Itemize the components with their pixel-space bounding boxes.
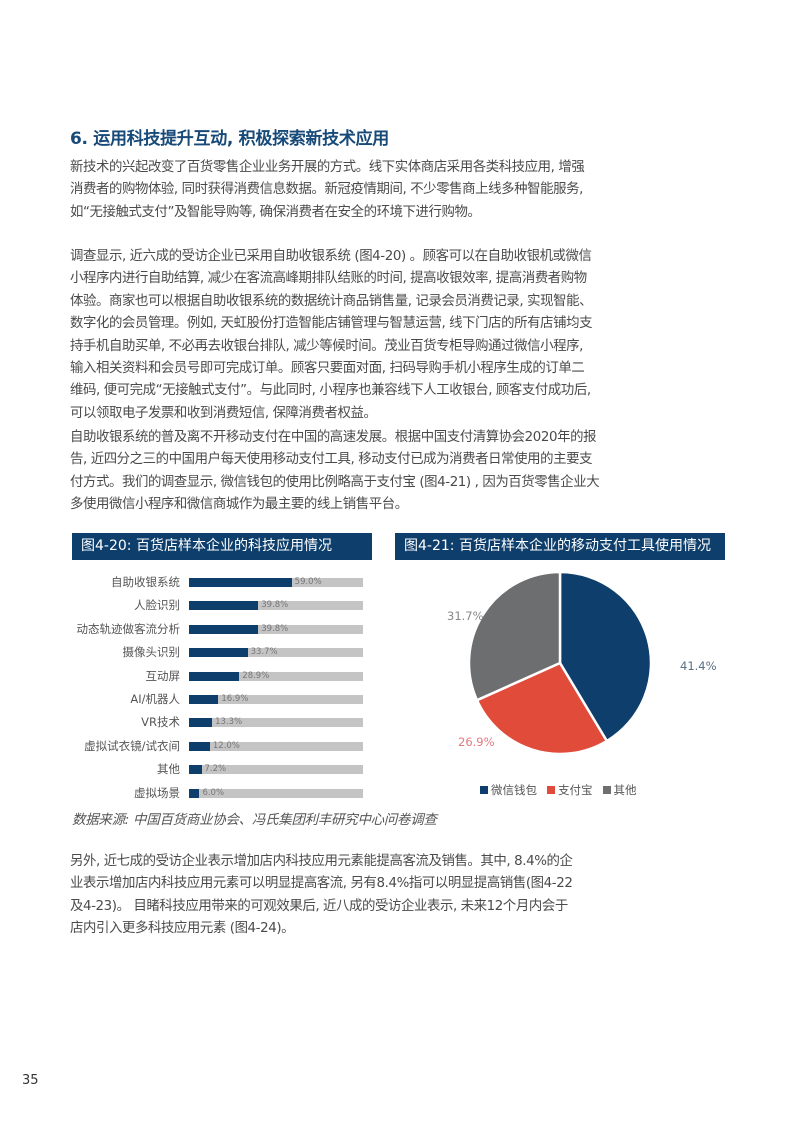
bar-category-label: 虚拟试衣镜/试衣间 — [84, 738, 180, 753]
legend-swatch — [602, 786, 611, 794]
text-line: 输入相关资料和会员号即可完成订单。顾客只要面对面, 扫码导购手机小程序生成的订单… — [70, 361, 585, 377]
bar-value-label: 7.2% — [204, 764, 227, 775]
bar — [189, 624, 259, 634]
text-line: 小程序内进行自助结算, 减少在客流高峰期排队结账的时间, 提高收银效率, 提高消… — [70, 271, 587, 287]
text-line: 如“无接触式支付”及智能导购等, 确保消费者在安全的环境下进行购物。 — [70, 204, 481, 220]
section-heading: 6. 运用科技提升互动, 积极探索新技术应用 — [70, 129, 389, 149]
bar-row: 互动屏 28.9% — [60, 668, 370, 684]
bar-value-label: 12.0% — [212, 740, 240, 751]
paragraph-4: 另外, 近七成的受访企业表示增加店内科技应用元素能提高客流及销售。其中, 8.4… — [70, 851, 730, 941]
bar-category-label: 自助收银系统 — [111, 575, 180, 589]
bar-row: 动态轨迹做客流分析 39.8% — [60, 621, 370, 637]
bar-value-label: 13.3% — [215, 717, 243, 728]
paragraph-3: 自助收银系统的普及离不开移动支付在中国的高速发展。根据中国支付清算协会2020年… — [70, 427, 730, 517]
legend-label: 微信钱包 — [491, 783, 537, 797]
bar-value-label: 39.8% — [261, 623, 289, 634]
text-line: 业表示增加店内科技应用元素可以明显提高客流, 另有8.4%指可以明显提高销售(图… — [70, 876, 573, 892]
bar-category-label: 互动屏 — [145, 668, 181, 683]
bar — [189, 788, 200, 798]
text-line: 调查显示, 近六成的受访企业已采用自助收银系统 (图4-20) 。顾客可以在自助… — [70, 249, 592, 264]
bar-value-label: 28.9% — [242, 670, 270, 681]
bar-category-label: AI/机器人 — [130, 692, 180, 706]
text-line: 自助收银系统的普及离不开移动支付在中国的高速发展。根据中国支付清算协会2020年… — [70, 430, 597, 445]
legend-item: 支付宝 — [547, 782, 593, 798]
bar-row: 摄像头识别 33.7% — [60, 645, 370, 660]
bar — [189, 671, 240, 681]
pie-value-label: 31.7% — [447, 609, 484, 623]
bar — [189, 765, 202, 775]
text-line: 告, 近四分之三的中国用户每天使用移动支付工具, 移动支付已成为消费者日常使用的… — [70, 452, 593, 468]
bar-category-label: 其他 — [157, 762, 180, 777]
legend-label: 支付宝 — [558, 783, 593, 797]
chart-4-21-title: 图4-21: 百货店样本企业的移动支付工具使用情况 — [395, 533, 725, 560]
text-line: 持手机自助买单, 不必再去收银台排队, 减少等候时间。茂业百货专柜导购通过微信小… — [70, 338, 583, 354]
legend-swatch — [547, 786, 555, 794]
bar — [189, 718, 213, 728]
legend-item: 微信钱包 — [480, 782, 537, 798]
bar-row: AI/机器人 16.9% — [60, 692, 370, 707]
bar — [189, 578, 292, 587]
data-source: 数据来源: 中国百货商业协会、冯氏集团利丰研究中心问卷调查 — [72, 812, 437, 828]
bar-row: 人脸识别 39.8% — [60, 598, 370, 613]
chart-4-20-title: 图4-20: 百货店样本企业的科技应用情况 — [72, 533, 372, 560]
payment-pie-chart — [467, 570, 653, 756]
bar-value-label: 33.7% — [250, 647, 278, 658]
paragraph-2: 调查显示, 近六成的受访企业已采用自助收银系统 (图4-20) 。顾客可以在自助… — [70, 246, 730, 425]
bar-row: VR技术 13.3% — [60, 715, 370, 730]
bar-track: 16.9% — [189, 694, 363, 704]
pie-slice-2 — [467, 570, 562, 702]
bar — [189, 741, 210, 751]
bar-track: 6.0% — [189, 787, 363, 798]
text-line: 及4-23)。 目睹科技应用带来的可观效果后, 近八成的受访企业表示, 未来12… — [70, 898, 568, 914]
bar-track: 39.8% — [189, 623, 363, 634]
legend-item: 其他 — [602, 782, 637, 798]
bar-category-label: VR技术 — [141, 715, 180, 730]
text-line: 维码, 便可完成“无接触式支付”。与此同时, 小程序也兼容线下人工收银台, 顾客… — [70, 383, 591, 399]
bar — [189, 648, 248, 658]
bar-track: 33.7% — [189, 647, 363, 658]
bar-row: 自助收银系统 59.0% — [60, 575, 370, 590]
bar-category-label: 动态轨迹做客流分析 — [76, 621, 181, 636]
text-line: 另外, 近七成的受访企业表示增加店内科技应用元素能提高客流及销售。其中, 8.4… — [70, 854, 573, 869]
pie-value-label: 26.9% — [458, 735, 495, 749]
pie-value-label: 41.4% — [680, 659, 717, 673]
legend-swatch — [480, 786, 488, 794]
bar-track: 39.8% — [189, 600, 363, 611]
bar-value-label: 6.0% — [202, 787, 225, 798]
bar-category-label: 虚拟场景 — [134, 785, 180, 800]
bar-row: 虚拟试衣镜/试衣间 12.0% — [60, 738, 370, 754]
bar-category-label: 人脸识别 — [134, 598, 180, 613]
bar-value-label: 16.9% — [221, 694, 249, 704]
bar — [189, 601, 259, 611]
text-line: 消费者的购物体验, 同时获得消费信息数据。新冠疫情期间, 不少零售商上线多种智能… — [70, 182, 583, 198]
bar — [189, 695, 219, 704]
bar-track: 13.3% — [189, 717, 363, 728]
bar-track: 28.9% — [189, 670, 363, 681]
page-number: 35 — [22, 1073, 39, 1088]
text-line: 新技术的兴起改变了百货零售企业业务开展的方式。线下实体商店采用各类科技应用, 增… — [70, 160, 585, 175]
bar-track: 12.0% — [189, 740, 363, 751]
text-line: 体验。商家也可以根据自助收银系统的数据统计商品销售量, 记录会员消费记录, 实现… — [70, 293, 593, 309]
bar-track: 59.0% — [189, 577, 363, 587]
text-line: 店内引入更多科技应用元素 (图4-24)。 — [70, 921, 295, 937]
bar-track: 7.2% — [189, 764, 363, 775]
text-line: 多使用微信小程序和微信商城作为最主要的线上销售平台。 — [70, 497, 408, 513]
bar-category-label: 摄像头识别 — [122, 645, 181, 660]
pie-legend: 微信钱包 支付宝 其他 — [480, 782, 637, 798]
bar-value-label: 39.8% — [261, 600, 289, 611]
bar-row: 虚拟场景 6.0% — [60, 785, 370, 801]
text-line: 数字化的会员管理。例如, 天虹股份打造智能店铺管理与智慧运营, 线下门店的所有店… — [70, 316, 593, 332]
text-line: 可以领取电子发票和收到消费短信, 保障消费者权益。 — [70, 405, 377, 421]
bar-row: 其他 7.2% — [60, 762, 370, 777]
paragraph-1: 新技术的兴起改变了百货零售企业业务开展的方式。线下实体商店采用各类科技应用, 增… — [70, 157, 730, 224]
bar-value-label: 59.0% — [294, 577, 322, 587]
legend-label: 其他 — [613, 783, 637, 797]
text-line: 付方式。我们的调查显示, 微信钱包的使用比例略高于支付宝 (图4-21) , 因… — [70, 474, 600, 490]
